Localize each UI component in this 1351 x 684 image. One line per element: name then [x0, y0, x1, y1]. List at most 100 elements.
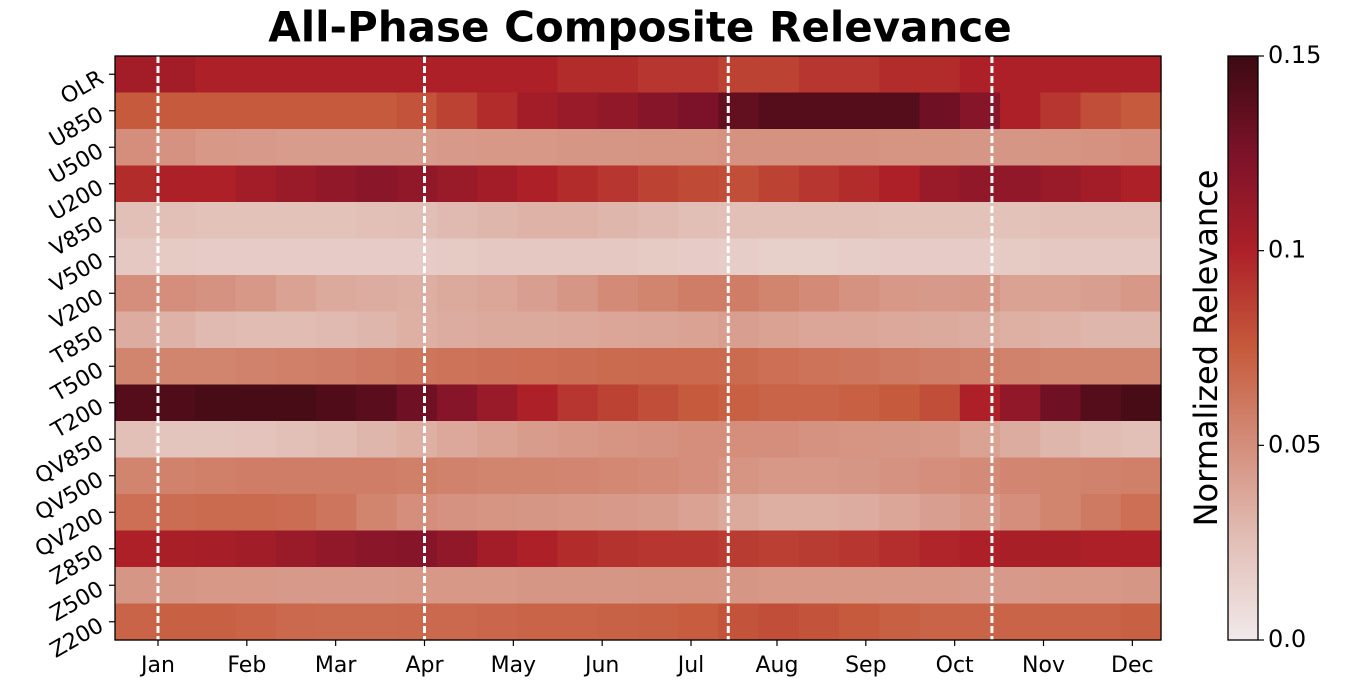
heatmap-cell — [1080, 457, 1122, 495]
heatmap-cell — [557, 530, 599, 568]
heatmap-cell — [1120, 238, 1162, 276]
heatmap-cell — [597, 348, 639, 386]
heatmap-cell — [638, 311, 679, 349]
heatmap-cell — [638, 238, 679, 276]
heatmap-cell — [356, 348, 398, 386]
heatmap-cell — [316, 348, 357, 386]
heatmap-cell — [678, 275, 720, 313]
heatmap-cell — [195, 384, 237, 422]
heatmap-cell — [678, 165, 720, 203]
heatmap-cell — [678, 494, 720, 532]
heatmap-cell — [1120, 92, 1162, 130]
heatmap-cell — [356, 494, 398, 532]
heatmap-cell — [356, 384, 398, 422]
heatmap-cell — [436, 567, 478, 605]
heatmap-cell — [356, 165, 398, 203]
heatmap-cell — [758, 56, 800, 94]
heatmap-cell — [1120, 129, 1162, 167]
heatmap-cell — [1040, 457, 1082, 495]
heatmap-cell — [758, 457, 800, 495]
heatmap-cell — [316, 165, 357, 203]
heatmap-cell — [155, 567, 197, 605]
heatmap-cell — [718, 92, 760, 130]
heatmap-cell — [517, 348, 559, 386]
heatmap-cell — [436, 165, 478, 203]
heatmap-cell — [919, 129, 961, 167]
heatmap-cell — [758, 129, 800, 167]
heatmap-cell — [879, 421, 921, 459]
x-tick-label: May — [491, 653, 536, 678]
heatmap-cell — [195, 421, 237, 459]
heatmap-cell — [879, 494, 921, 532]
heatmap-cell — [275, 457, 317, 495]
heatmap-cell — [1000, 238, 1041, 276]
heatmap-cell — [1120, 603, 1162, 641]
heatmap-cell — [597, 92, 639, 130]
heatmap-cell — [1040, 165, 1082, 203]
heatmap-cell — [557, 56, 599, 94]
heatmap-cell — [879, 384, 921, 422]
heatmap-cell — [1040, 92, 1082, 130]
heatmap-cell — [597, 494, 639, 532]
heatmap-cell — [396, 384, 438, 422]
heatmap-cell — [235, 603, 277, 641]
heatmap-cell — [235, 384, 277, 422]
heatmap-cell — [1080, 129, 1122, 167]
heatmap-cell — [839, 494, 880, 532]
heatmap-cell — [396, 603, 438, 641]
heatmap-cell — [1040, 56, 1082, 94]
x-tick-label: Jul — [676, 653, 705, 678]
heatmap-cell — [477, 129, 518, 167]
heatmap-cell — [839, 129, 880, 167]
heatmap-cell — [638, 530, 679, 568]
heatmap-cell — [959, 603, 1001, 641]
heatmap-cell — [557, 457, 599, 495]
heatmap-cell — [115, 530, 156, 568]
heatmap-cell — [1000, 92, 1041, 130]
heatmap-cell — [115, 311, 156, 349]
heatmap-cell — [235, 92, 277, 130]
heatmap-cell — [195, 494, 237, 532]
x-tick-label: Oct — [936, 653, 974, 678]
heatmap-cell — [758, 494, 800, 532]
heatmap-cell — [1000, 202, 1041, 240]
heatmap-cell — [879, 311, 921, 349]
heatmap-cell — [436, 56, 478, 94]
heatmap-cell — [919, 567, 961, 605]
heatmap-cell — [155, 92, 197, 130]
heatmap-cell — [718, 603, 760, 641]
heatmap-cell — [798, 603, 840, 641]
heatmap-cell — [275, 421, 317, 459]
heatmap-cell — [798, 421, 840, 459]
heatmap-cell — [396, 92, 438, 130]
heatmap-cell — [195, 202, 237, 240]
heatmap-cell — [356, 275, 398, 313]
heatmap-cell — [155, 202, 197, 240]
heatmap-cell — [436, 494, 478, 532]
heatmap-cell — [477, 348, 518, 386]
heatmap-cell — [638, 202, 679, 240]
heatmap-cell — [758, 238, 800, 276]
heatmap-cell — [517, 56, 559, 94]
heatmap-cell — [879, 567, 921, 605]
heatmap-cell — [1040, 530, 1082, 568]
heatmap-cell — [678, 202, 720, 240]
heatmap-cell — [758, 348, 800, 386]
heatmap-cell — [557, 238, 599, 276]
heatmap-cell — [235, 567, 277, 605]
heatmap-cell — [758, 202, 800, 240]
heatmap-cell — [959, 567, 1001, 605]
heatmap-cell — [798, 348, 840, 386]
heatmap-cell — [155, 238, 197, 276]
heatmap-cell — [839, 238, 880, 276]
heatmap-cell — [798, 311, 840, 349]
heatmap-cell — [115, 494, 156, 532]
heatmap-cell — [115, 92, 156, 130]
heatmap-cell — [718, 165, 760, 203]
heatmap-cell — [396, 202, 438, 240]
heatmap-cell — [1000, 348, 1041, 386]
heatmap-cell — [316, 530, 357, 568]
heatmap-cell — [1120, 348, 1162, 386]
heatmap-cell — [839, 56, 880, 94]
